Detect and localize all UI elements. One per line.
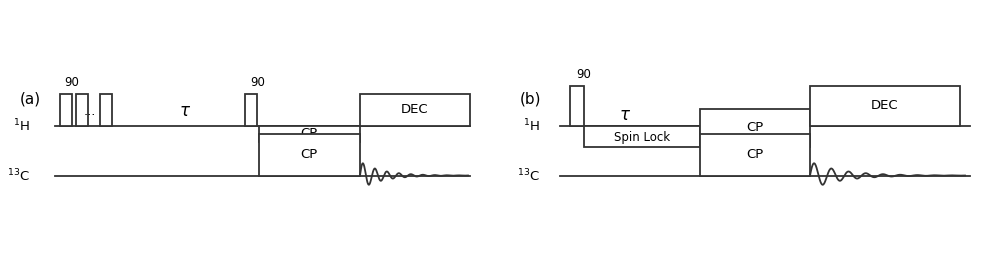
Bar	[360, 94, 470, 125]
Bar	[584, 125, 700, 147]
Text: CP: CP	[746, 148, 764, 161]
Text: $^{13}$C: $^{13}$C	[517, 167, 540, 184]
Text: 90: 90	[576, 68, 591, 81]
Bar	[570, 86, 584, 125]
Text: 90: 90	[250, 76, 265, 89]
Text: DEC: DEC	[871, 99, 899, 112]
Text: $^{1}$H: $^{1}$H	[523, 117, 540, 134]
Bar	[60, 94, 72, 125]
Text: $^{1}$H: $^{1}$H	[13, 117, 30, 134]
Bar	[100, 94, 112, 125]
Text: Spin Lock: Spin Lock	[614, 131, 670, 144]
Text: DEC: DEC	[401, 103, 429, 116]
Text: (a): (a)	[20, 91, 41, 106]
Bar	[259, 134, 360, 176]
Text: ...: ...	[84, 105, 96, 118]
Bar	[810, 86, 960, 125]
Text: CP: CP	[300, 148, 318, 161]
Text: 90: 90	[64, 76, 79, 89]
Text: τ: τ	[620, 106, 630, 124]
Text: CP: CP	[300, 127, 318, 140]
Bar	[700, 134, 810, 176]
Bar	[259, 125, 360, 142]
Text: τ: τ	[180, 102, 190, 120]
Bar	[76, 94, 88, 125]
Bar	[700, 109, 810, 147]
Text: $^{13}$C: $^{13}$C	[7, 167, 30, 184]
Text: CP: CP	[746, 121, 764, 134]
Bar	[245, 94, 257, 125]
Text: (b): (b)	[520, 91, 542, 106]
